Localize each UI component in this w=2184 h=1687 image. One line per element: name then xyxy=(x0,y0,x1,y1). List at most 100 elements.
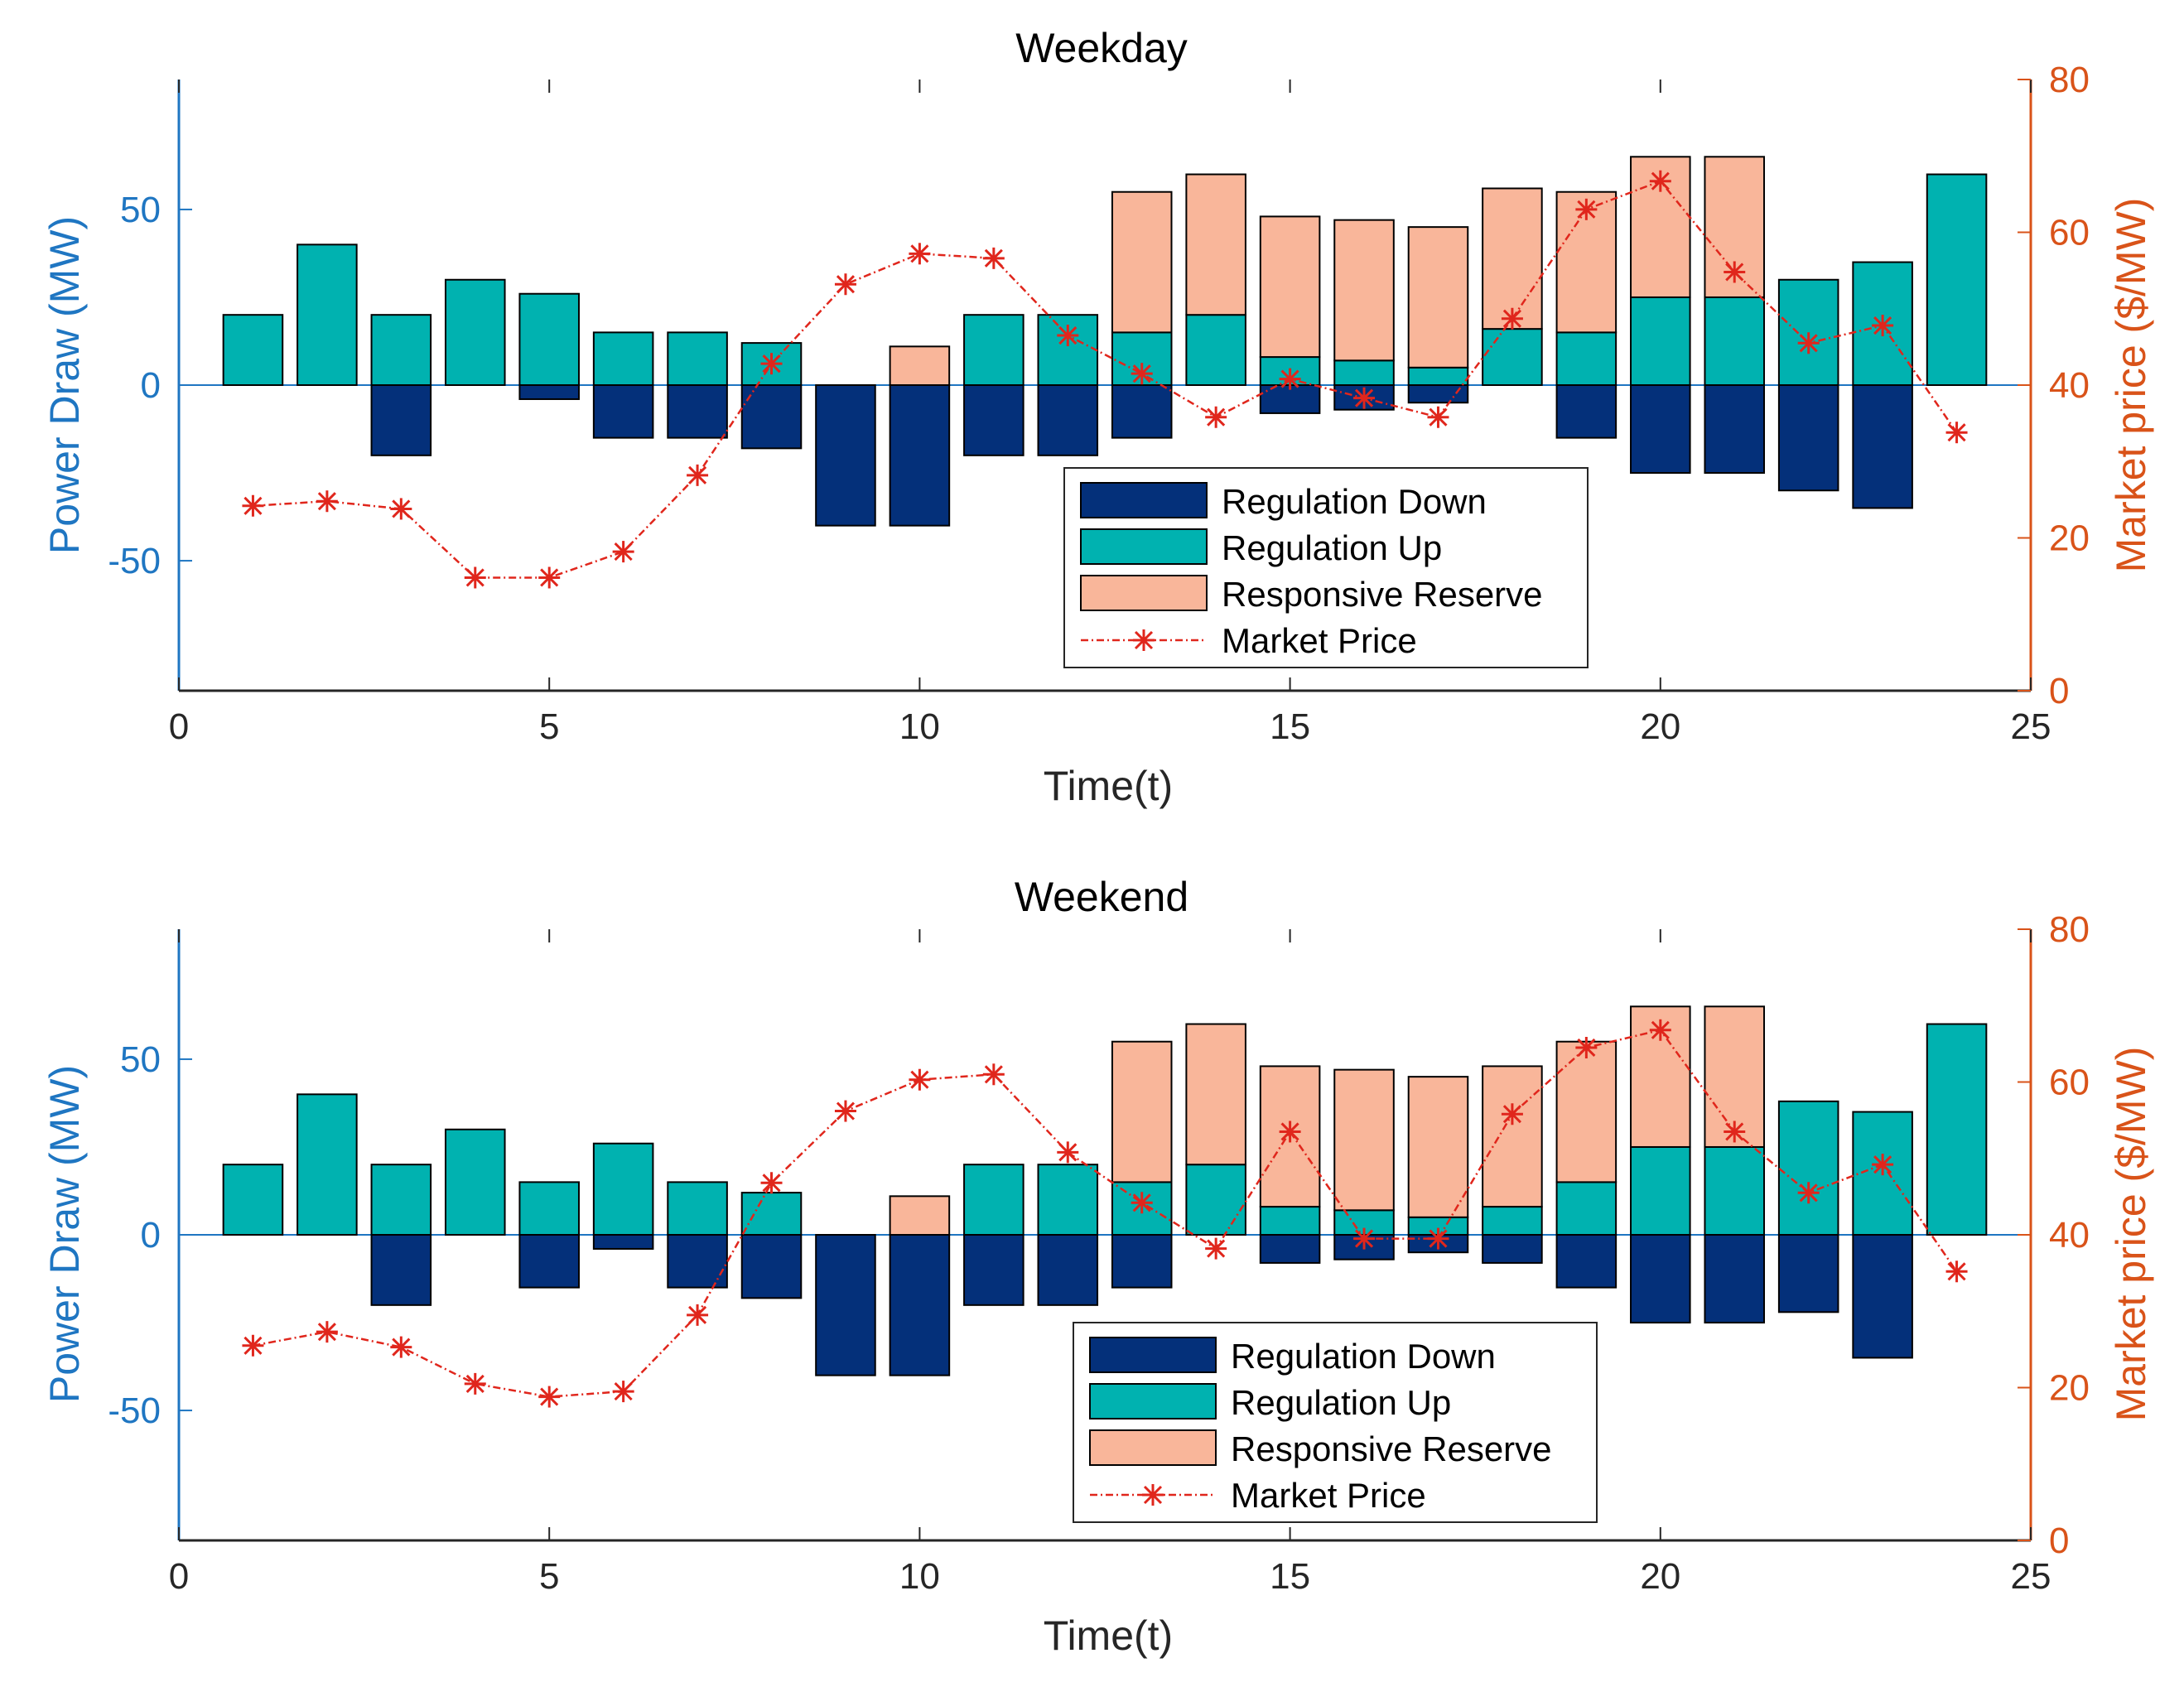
bar-regulation-up xyxy=(518,1181,580,1236)
market-price-point xyxy=(464,1372,486,1395)
market-price-point xyxy=(1797,1182,1820,1204)
legend: Regulation Down Regulation Up Responsive… xyxy=(1073,1322,1598,1523)
market-price-point xyxy=(242,1334,264,1357)
axes: 0 5 10 15 20 25 -50 0 50 0 20 40 60 80 Time(t) Power … xyxy=(41,60,2154,809)
bar-regulation-down xyxy=(1482,1234,1543,1264)
bar-responsive-reserve xyxy=(889,345,951,386)
market-price-point xyxy=(1353,387,1376,409)
y-tick-label-right: 0 xyxy=(2049,1521,2069,1561)
bar-regulation-up xyxy=(1259,1206,1321,1236)
bar-regulation-up xyxy=(222,314,284,387)
market-price-point xyxy=(1353,1227,1376,1250)
market-price-point xyxy=(612,541,634,563)
bar-responsive-reserve xyxy=(1555,1040,1618,1183)
market-price-point xyxy=(1575,1036,1598,1058)
market-price-point xyxy=(1797,332,1820,354)
bar-regulation-up xyxy=(1777,1100,1839,1236)
chart-title: Weekend xyxy=(1015,874,1188,920)
y-axis-label-left: Power Draw (MW) xyxy=(41,1065,88,1403)
legend-label: Market Price xyxy=(1222,621,1417,660)
bar-regulation-up xyxy=(592,331,654,386)
bar-regulation-up xyxy=(1037,1164,1099,1236)
y-tick-label-right: 40 xyxy=(2049,1215,2090,1256)
bar-regulation-up xyxy=(1704,1145,1766,1236)
legend-label: Market Price xyxy=(1231,1476,1426,1515)
plot-area xyxy=(179,156,2031,589)
bar-responsive-reserve xyxy=(1482,1065,1543,1208)
bar-regulation-up xyxy=(1407,366,1469,386)
bar-regulation-down xyxy=(963,384,1025,456)
market-price-point xyxy=(1649,1019,1671,1041)
bar-regulation-up xyxy=(297,243,358,386)
x-tick-label: 10 xyxy=(899,1556,940,1597)
bar-regulation-up xyxy=(1482,328,1543,387)
legend-marker-market-price xyxy=(1142,1484,1164,1506)
bar-regulation-down xyxy=(1852,384,1913,509)
bar-regulation-down xyxy=(518,1234,580,1289)
bar-regulation-down xyxy=(1704,1234,1766,1324)
bar-regulation-up xyxy=(1630,296,1691,386)
y-tick-label-left: -50 xyxy=(108,541,161,581)
bar-responsive-reserve xyxy=(1185,173,1246,316)
market-price-point xyxy=(687,464,709,486)
y-tick-label-right: 40 xyxy=(2049,365,2090,406)
market-price-point xyxy=(909,1068,931,1091)
market-price-point xyxy=(1501,307,1523,330)
bar-responsive-reserve xyxy=(1111,1040,1173,1183)
market-price-point xyxy=(760,353,783,375)
x-tick-label: 5 xyxy=(539,706,559,747)
market-price-point xyxy=(390,1336,412,1358)
bar-responsive-reserve xyxy=(1407,226,1469,369)
bar-regulation-down xyxy=(889,384,951,527)
legend-swatch-responsive-reserve xyxy=(1089,1429,1217,1466)
plot-area xyxy=(179,1005,2031,1408)
bar-regulation-down xyxy=(1111,384,1173,439)
market-price-point xyxy=(1724,1121,1746,1143)
legend: Regulation Down Regulation Up Responsive… xyxy=(1063,467,1589,668)
bar-regulation-down xyxy=(815,384,876,527)
bar-regulation-up xyxy=(1926,173,1988,386)
y-tick-label-right: 0 xyxy=(2049,671,2069,711)
market-price-point xyxy=(834,273,856,296)
market-price-point xyxy=(1501,1103,1523,1125)
bar-responsive-reserve xyxy=(1185,1023,1246,1166)
x-axis-label: Time(t) xyxy=(1044,1612,1173,1659)
y-tick-label-right: 20 xyxy=(2049,1368,2090,1409)
bar-regulation-up xyxy=(370,314,432,387)
market-price-point xyxy=(242,494,264,517)
bar-regulation-up xyxy=(667,331,728,386)
legend-swatch-regulation-up xyxy=(1089,1383,1217,1419)
x-tick-label: 15 xyxy=(1270,1556,1310,1597)
x-axis-label: Time(t) xyxy=(1044,763,1173,809)
x-tick-label: 20 xyxy=(1640,1556,1680,1597)
market-price-point xyxy=(1131,363,1153,385)
bar-regulation-down xyxy=(1111,1234,1173,1289)
tick-marks: 0 5 10 15 20 25 -50 0 50 0 20 40 60 80 xyxy=(108,909,2090,1597)
market-price-point xyxy=(1057,325,1079,347)
x-tick-label: 15 xyxy=(1270,706,1310,747)
legend-swatch-regulation-up xyxy=(1080,528,1208,565)
bar-regulation-up xyxy=(1482,1206,1543,1236)
market-price-point xyxy=(687,1304,709,1326)
bar-regulation-up xyxy=(963,1164,1025,1236)
market-price-point xyxy=(538,566,561,589)
bar-responsive-reserve xyxy=(1259,215,1321,359)
market-price-point xyxy=(909,243,931,265)
bar-responsive-reserve xyxy=(1407,1076,1469,1218)
y-tick-label-left: 0 xyxy=(141,365,161,406)
bar-regulation-up xyxy=(963,314,1025,387)
bar-responsive-reserve xyxy=(1333,219,1395,362)
x-tick-label: 0 xyxy=(169,706,189,747)
bar-responsive-reserve xyxy=(1482,187,1543,330)
y-axis-label-left: Power Draw (MW) xyxy=(41,216,88,554)
bar-regulation-up xyxy=(1111,331,1173,386)
bar-regulation-down xyxy=(1407,384,1469,404)
market-price-point xyxy=(982,1063,1005,1086)
bar-regulation-down xyxy=(1630,384,1691,475)
bar-regulation-down xyxy=(1037,384,1099,456)
bar-regulation-up xyxy=(1333,359,1395,386)
market-price-point xyxy=(1131,1192,1153,1214)
legend-label: Regulation Down xyxy=(1231,1337,1496,1376)
y-tick-label-left: -50 xyxy=(108,1391,161,1431)
